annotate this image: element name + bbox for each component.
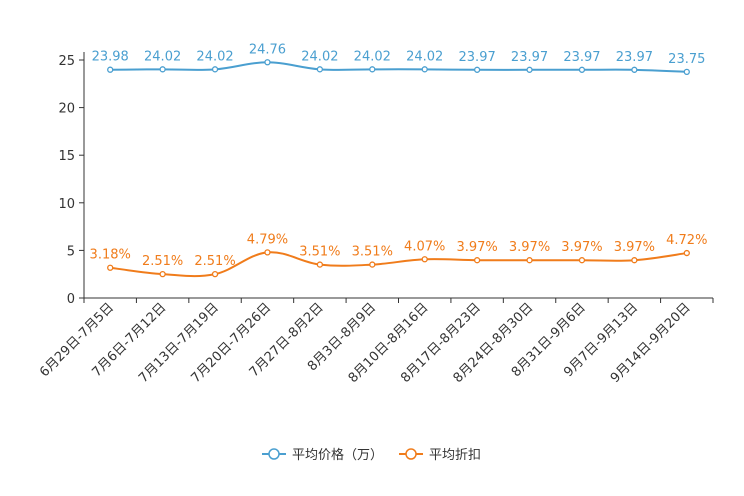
data-label: 24.02: [354, 49, 391, 64]
series-line: [110, 251, 687, 278]
chart-legend[interactable]: 平均价格（万） 平均折扣: [262, 447, 481, 463]
data-point: [211, 270, 219, 278]
data-label: 2.51%: [194, 254, 235, 269]
data-label: 23.98: [92, 50, 129, 65]
data-point: [369, 66, 376, 73]
data-label: 24.02: [196, 49, 233, 64]
series-1: 23.98 24.02 24.02 24.76 24.02 24.02 24.02 23.97…: [92, 42, 705, 76]
y-tick-label: 20: [58, 102, 75, 117]
data-point: [683, 68, 690, 76]
legend-marker: [268, 448, 280, 460]
data-label: 23.97: [459, 50, 496, 65]
series-2: 3.18% 2.51% 2.51% 4.79% 3.51% 3.51% 4.07% 3.97%…: [90, 232, 707, 278]
data-label: 23.97: [511, 50, 548, 65]
data-label: 3.97%: [614, 240, 655, 255]
y-tick-label: 25: [58, 54, 75, 69]
data-label: 3.97%: [456, 240, 497, 255]
legend-label: 平均折扣: [429, 448, 481, 463]
data-point: [526, 66, 533, 73]
data-point: [159, 66, 166, 73]
data-point: [107, 264, 114, 271]
data-point: [316, 261, 324, 268]
data-point: [107, 66, 114, 73]
data-point: [421, 256, 428, 263]
legend-item-1[interactable]: 平均价格（万）: [262, 447, 383, 463]
data-label: 23.75: [668, 52, 705, 67]
data-label: 2.51%: [142, 254, 183, 269]
data-point: [473, 66, 481, 73]
legend-label: 平均价格（万）: [292, 447, 383, 463]
data-point: [264, 59, 271, 66]
data-label: 3.97%: [561, 240, 602, 255]
data-point: [159, 270, 166, 278]
data-label: 4.79%: [247, 232, 288, 247]
y-tick-label: 5: [67, 244, 75, 259]
data-label: 3.51%: [299, 245, 340, 260]
data-point: [631, 257, 638, 264]
data-point: [421, 66, 428, 73]
y-tick-label: 0: [67, 292, 75, 307]
data-point: [578, 257, 586, 264]
data-label: 23.97: [563, 50, 600, 65]
y-tick-label: 15: [58, 149, 75, 164]
data-point: [578, 66, 586, 73]
data-point: [683, 249, 690, 257]
legend-item-2[interactable]: 平均折扣: [399, 448, 481, 463]
legend-marker: [405, 448, 417, 460]
data-label: 4.07%: [404, 239, 445, 254]
y-tick-label: 10: [58, 197, 75, 212]
data-label: 24.02: [406, 49, 443, 64]
data-label: 23.97: [616, 50, 653, 65]
data-label: 24.76: [249, 42, 286, 57]
data-label: 24.02: [144, 49, 181, 64]
data-point: [211, 66, 219, 73]
data-point: [264, 249, 271, 256]
data-label: 24.02: [301, 49, 338, 64]
data-label: 3.97%: [509, 240, 550, 255]
data-point: [369, 261, 376, 268]
data-label: 3.18%: [90, 248, 131, 263]
chart-series-layer: 23.98 24.02 24.02 24.76 24.02 24.02 24.02 23.97…: [90, 42, 707, 278]
data-point: [631, 66, 638, 73]
data-point: [316, 66, 324, 73]
data-point: [473, 257, 481, 264]
series-line: [110, 61, 687, 73]
data-label: 4.72%: [666, 233, 707, 248]
chart-axes: 05101520256月29日-7月5日7月6日-7月12日7月13日-7月19…: [37, 52, 714, 386]
data-label: 3.51%: [352, 245, 393, 260]
data-point: [526, 257, 533, 264]
